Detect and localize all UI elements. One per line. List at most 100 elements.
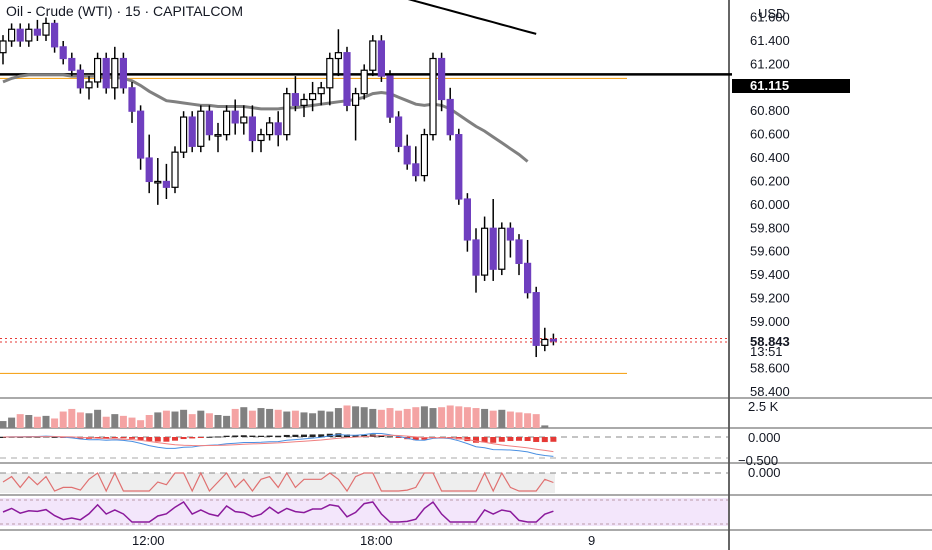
volume-bar: [171, 411, 179, 428]
volume-bar: [145, 415, 153, 428]
macd-histogram-bar: [163, 437, 170, 442]
volume-bar: [94, 409, 102, 428]
candle-bearish: [386, 75, 394, 118]
volume-bar: [180, 409, 188, 428]
volume-bar: [343, 405, 351, 428]
candle-bullish: [85, 81, 93, 89]
candle-bearish: [274, 122, 282, 136]
level-lines: [0, 73, 732, 375]
macd-histogram-bar: [352, 435, 359, 437]
candles: [0, 17, 558, 358]
candle-bullish: [240, 116, 248, 124]
candle-bullish: [111, 57, 119, 89]
rsi-line: [2, 500, 554, 523]
candle-bearish: [59, 46, 67, 60]
candle-bearish: [137, 110, 145, 159]
candle-bullish: [352, 93, 360, 106]
candle-bullish: [257, 134, 265, 142]
macd-histogram-bar: [481, 437, 488, 443]
volume-bar: [532, 414, 540, 428]
osc-axis-label: 0.000: [748, 465, 781, 480]
volume-bar: [266, 408, 274, 428]
macd-histogram-bar: [275, 435, 282, 437]
candle-bearish: [33, 28, 42, 36]
volume-bar: [489, 410, 497, 428]
macd-histogram-bar: [111, 437, 118, 439]
volume-bar: [386, 408, 394, 428]
candle-bearish: [438, 57, 446, 101]
price-tick-label: 59.600: [750, 244, 790, 259]
candle-bearish: [102, 57, 110, 89]
candle-bearish: [412, 163, 420, 177]
time-label-day: 9: [588, 533, 595, 548]
candle-bearish: [16, 28, 24, 42]
candle-bearish: [463, 198, 471, 241]
candle-bearish: [76, 69, 85, 89]
volume-bar: [317, 410, 325, 428]
macd-histogram-bar: [550, 437, 557, 442]
volume-bar: [395, 410, 403, 428]
macd-histogram-bar: [301, 434, 307, 437]
volume-bar: [223, 415, 231, 428]
macd-histogram-bar: [490, 437, 497, 443]
candle-bullish: [180, 116, 188, 153]
volume-bar: [16, 414, 24, 428]
volume-bar: [309, 413, 317, 428]
macd-histogram-bar: [395, 437, 402, 438]
volume-bar: [257, 408, 265, 428]
price-tick-label: 59.000: [750, 314, 790, 329]
macd-histogram-bar: [232, 435, 239, 437]
rsi-band: [0, 498, 728, 526]
candle-bearish: [119, 57, 128, 89]
macd-histogram-bar: [533, 437, 540, 442]
macd-histogram-bar: [129, 437, 135, 439]
macd-histogram-bar: [197, 437, 204, 438]
volume-bar: [274, 409, 282, 428]
horizontal-line-label[interactable]: 61.115: [732, 78, 850, 93]
candle-bullish: [266, 122, 274, 136]
candle-bullish: [42, 22, 50, 36]
candle-bullish: [369, 40, 377, 71]
price-tick-label: 60.600: [750, 127, 790, 142]
macd-histogram-bar: [292, 434, 299, 437]
volume-bar: [403, 408, 411, 428]
candle-bearish: [162, 180, 170, 188]
volume-bar: [541, 425, 549, 428]
macd-histogram-bar: [524, 437, 531, 442]
volume-bar: [472, 408, 480, 428]
volume-bar: [455, 406, 463, 428]
time-label-1200: 12:00: [132, 533, 165, 548]
candle-bearish: [188, 116, 196, 147]
indicator-panes: [0, 405, 728, 526]
candle-bearish: [205, 110, 213, 136]
volume-bar: [25, 415, 33, 428]
candle-bearish: [68, 57, 76, 71]
volume-bar: [231, 408, 239, 428]
volume-bar: [68, 408, 76, 428]
macd-histogram-bar: [103, 437, 110, 439]
candle-bearish: [50, 22, 59, 48]
macd-histogram-bar: [473, 437, 479, 443]
macd-histogram-bar: [240, 435, 247, 437]
time-label-1800: 18:00: [360, 533, 393, 548]
macd-histogram-bar: [309, 434, 316, 437]
price-tick-label: 59.200: [750, 291, 790, 306]
volume-bar: [119, 415, 127, 428]
macd-histogram-bar: [34, 436, 41, 438]
candle-bearish: [377, 40, 385, 77]
macd-histogram-bar: [137, 437, 144, 441]
macd-histogram-bar: [344, 434, 350, 437]
macd-histogram-bar: [541, 437, 548, 443]
volume-bar: [205, 413, 213, 428]
candle-bullish: [309, 93, 317, 101]
price-tick-label: 61.200: [750, 56, 790, 71]
current-price-label: 58.843: [750, 334, 790, 349]
candle-bullish: [223, 110, 231, 136]
countdown-label: 13:51: [750, 344, 783, 359]
volume-bar: [8, 417, 16, 428]
candle-bearish: [523, 262, 532, 294]
macd-histogram-bar: [120, 437, 127, 439]
candle-bullish: [171, 151, 179, 188]
horizontal-line-label-bg: [732, 79, 850, 93]
volume-bar: [420, 406, 428, 428]
